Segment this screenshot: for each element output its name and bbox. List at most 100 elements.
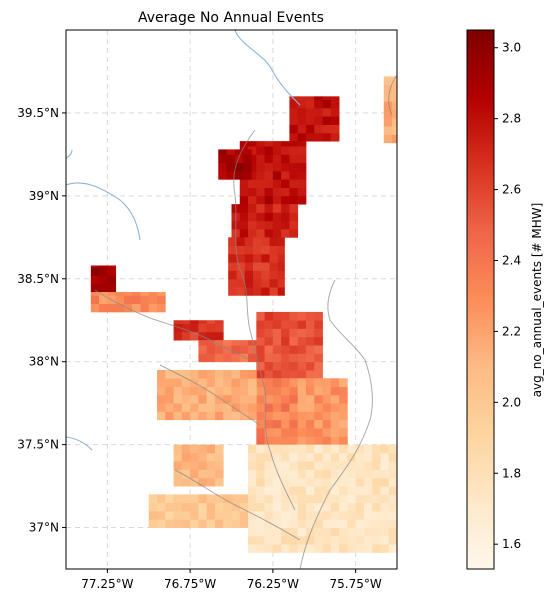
- heatmap-cell: [297, 419, 307, 429]
- heatmap-cell: [281, 411, 290, 421]
- heatmap-cell: [305, 361, 315, 371]
- heatmap-cell: [297, 154, 307, 164]
- heatmap-cell: [383, 117, 393, 127]
- heatmap-cell: [148, 303, 158, 313]
- heatmap-cell: [264, 394, 274, 404]
- heatmap-cell: [231, 502, 241, 512]
- y-tick-label: 39.5°N: [17, 106, 59, 120]
- heatmap-cell: [226, 154, 236, 164]
- heatmap-cell: [330, 132, 340, 142]
- heatmap-cell: [372, 535, 381, 545]
- heatmap-cell: [372, 461, 381, 470]
- heatmap-cell: [383, 134, 393, 144]
- heatmap-cell: [388, 477, 397, 487]
- heatmap-cell: [264, 519, 274, 528]
- heatmap-cell: [248, 345, 257, 354]
- heatmap-cell: [190, 469, 199, 479]
- heatmap-cell: [90, 267, 100, 276]
- heatmap-cell: [281, 162, 290, 172]
- heatmap-cell: [214, 331, 224, 341]
- heatmap-cell: [132, 295, 141, 305]
- heatmap-cell: [363, 444, 373, 454]
- heatmap-cell: [305, 320, 315, 329]
- heatmap-cell: [322, 99, 332, 109]
- heatmap-cell: [223, 510, 232, 520]
- heatmap-cell: [264, 411, 274, 421]
- heatmap-cell: [148, 510, 158, 520]
- heatmap-cell: [264, 361, 274, 371]
- heatmap-cell: [272, 419, 282, 429]
- heatmap-cell: [314, 544, 323, 553]
- heatmap-cell: [330, 107, 340, 117]
- heatmap-cell: [248, 340, 257, 346]
- heatmap-cell: [281, 146, 290, 155]
- heatmap-cell: [355, 486, 365, 495]
- heatmap-cell: [223, 519, 232, 528]
- heatmap-cell: [305, 411, 315, 421]
- heatmap-cell: [239, 378, 249, 387]
- heatmap-cell: [157, 378, 166, 387]
- heatmap-cell: [253, 270, 262, 280]
- heatmap-cell: [248, 486, 257, 495]
- heatmap-cell: [372, 494, 381, 504]
- heatmap-cell: [272, 320, 282, 329]
- heatmap-cell: [383, 84, 393, 94]
- heatmap-cell: [264, 477, 274, 487]
- heatmap-cell: [165, 386, 174, 396]
- heatmap-cell: [388, 544, 397, 553]
- heatmap-cell: [297, 369, 307, 379]
- heatmap-cell: [297, 320, 307, 329]
- heatmap-cell: [272, 428, 282, 437]
- heatmap-cell: [148, 502, 158, 512]
- heatmap-cell: [363, 452, 373, 462]
- heatmap-cell: [157, 494, 166, 504]
- heatmap-cell: [165, 403, 174, 412]
- heatmap-cell: [297, 146, 307, 155]
- heatmap-cell: [289, 336, 299, 346]
- heatmap-cell: [297, 544, 307, 553]
- heatmap-cell: [272, 378, 282, 387]
- heatmap-cell: [322, 486, 332, 495]
- heatmap-cell: [264, 502, 274, 512]
- heatmap-cell: [297, 519, 307, 528]
- heatmap-cell: [289, 124, 299, 134]
- heatmap-cell: [355, 461, 365, 470]
- heatmap-cell: [173, 378, 183, 387]
- heatmap-cell: [198, 353, 208, 363]
- heatmap-cell: [347, 502, 357, 512]
- heatmap-cell: [297, 132, 307, 142]
- heatmap-cell: [297, 195, 307, 205]
- heatmap-cell: [272, 369, 282, 379]
- heatmap-cell: [256, 345, 265, 354]
- heatmap-cell: [272, 452, 282, 462]
- heatmap-cell: [322, 469, 332, 479]
- heatmap-cell: [198, 411, 208, 421]
- heatmap-cell: [223, 353, 232, 363]
- heatmap-cell: [264, 369, 274, 379]
- heatmap-cell: [231, 345, 241, 354]
- heatmap-cell: [239, 187, 249, 197]
- heatmap-cell: [272, 162, 282, 172]
- heatmap-cell: [297, 336, 307, 346]
- heatmap-cell: [330, 477, 340, 487]
- heatmap-cell: [380, 494, 390, 504]
- x-tick-label: 76.25°W: [247, 577, 299, 591]
- heatmap-cell: [281, 502, 290, 512]
- heatmap-cell: [297, 486, 307, 495]
- heatmap-cell: [305, 469, 315, 479]
- heatmap-cell: [281, 328, 290, 338]
- heatmap-cell: [392, 93, 397, 102]
- heatmap-cell: [236, 287, 246, 296]
- heatmap-cell: [289, 452, 299, 462]
- heatmap-cell: [272, 444, 282, 454]
- heatmap-cell: [380, 444, 390, 454]
- heatmap-cell: [355, 519, 365, 528]
- heatmap-cell: [339, 510, 348, 520]
- heatmap-cell: [206, 411, 216, 421]
- heatmap-cell: [244, 237, 254, 246]
- heatmap-cell: [248, 141, 257, 147]
- heatmap-cell: [206, 403, 216, 412]
- heatmap-cell: [140, 303, 150, 313]
- heatmap-cell: [218, 154, 227, 164]
- heatmap-cell: [231, 353, 241, 363]
